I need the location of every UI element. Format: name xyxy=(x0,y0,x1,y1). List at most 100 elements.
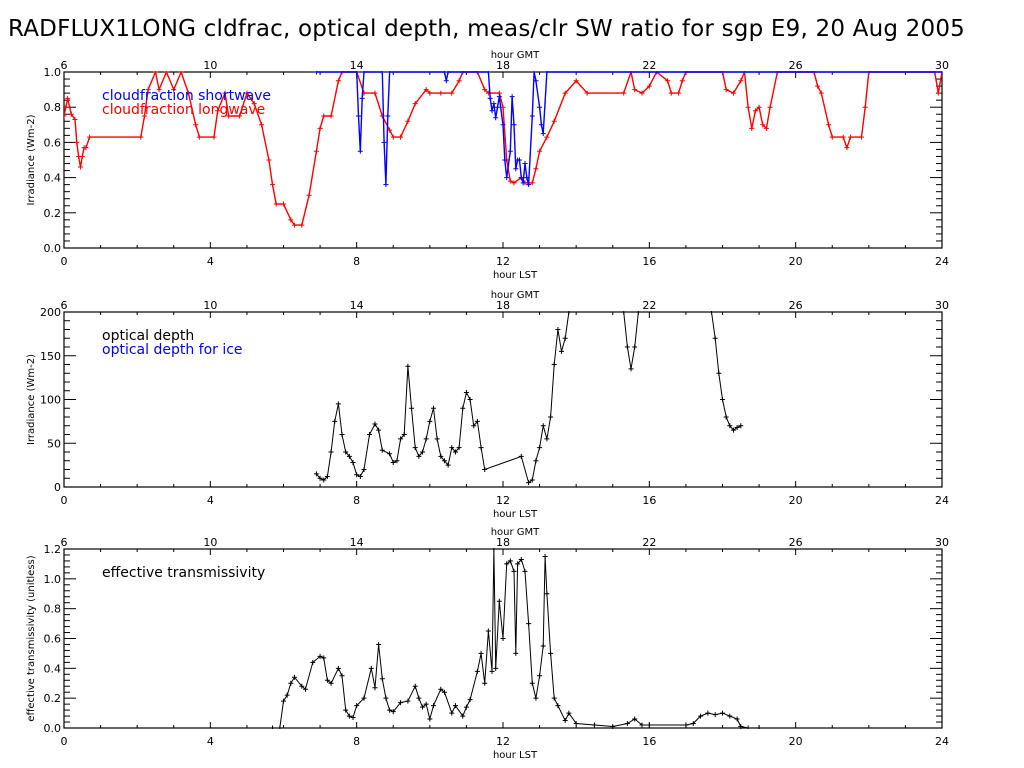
data-point xyxy=(185,90,191,96)
data-point xyxy=(720,397,725,402)
data-point xyxy=(632,344,638,350)
data-point xyxy=(734,716,740,722)
data-point xyxy=(555,327,561,332)
data-point xyxy=(516,157,522,163)
data-point xyxy=(383,695,389,701)
data-point xyxy=(507,148,513,154)
data-point xyxy=(361,695,367,701)
x-tick-label: 16 xyxy=(642,735,656,748)
data-point xyxy=(551,695,557,701)
data-point xyxy=(591,722,597,728)
x2-tick-label: 10 xyxy=(203,299,217,312)
data-point xyxy=(502,157,508,163)
data-point xyxy=(496,94,502,100)
data-point xyxy=(829,134,835,140)
data-point xyxy=(313,71,319,75)
x2-tick-label: 30 xyxy=(935,536,949,549)
data-point xyxy=(335,401,341,407)
y-tick-label: 0.4 xyxy=(44,662,62,675)
data-point xyxy=(321,113,327,119)
data-point xyxy=(196,134,202,140)
data-point xyxy=(723,87,729,93)
data-point xyxy=(156,87,162,93)
data-point xyxy=(141,113,147,119)
x-tick-label: 8 xyxy=(353,735,360,748)
data-point xyxy=(346,453,352,459)
data-point xyxy=(621,90,627,96)
data-point xyxy=(87,134,93,140)
x-tick-label: 16 xyxy=(642,494,656,507)
data-point xyxy=(346,713,352,719)
data-point xyxy=(79,153,85,159)
data-point xyxy=(452,703,458,709)
data-point xyxy=(515,561,521,567)
data-point xyxy=(482,680,488,686)
data-point xyxy=(709,311,715,315)
y-tick-label: 50 xyxy=(47,437,61,450)
data-point xyxy=(624,721,630,727)
data-point xyxy=(251,101,257,107)
data-point xyxy=(409,405,415,411)
data-point xyxy=(65,95,71,101)
data-point xyxy=(529,477,535,483)
data-point xyxy=(720,710,725,716)
data-point xyxy=(745,104,751,110)
data-point xyxy=(482,467,488,472)
data-point xyxy=(324,677,330,683)
data-point xyxy=(621,311,627,315)
data-point xyxy=(215,108,221,114)
data-point xyxy=(610,724,616,729)
data-point xyxy=(507,178,513,184)
data-point xyxy=(730,427,736,433)
data-point xyxy=(859,134,865,140)
data-point xyxy=(64,104,69,110)
data-point xyxy=(639,90,645,96)
data-point xyxy=(668,90,674,96)
data-point xyxy=(412,101,418,107)
data-point xyxy=(335,78,341,84)
data-point xyxy=(270,725,276,729)
data-point xyxy=(504,561,510,567)
data-point xyxy=(939,71,942,75)
data-point xyxy=(291,674,297,680)
x2-tick-label: 10 xyxy=(203,536,217,549)
data-point xyxy=(152,71,158,75)
y-axis-label: Irradiance (Wm-2) xyxy=(26,114,37,205)
data-point xyxy=(815,83,821,89)
y-tick-label: 150 xyxy=(40,350,61,363)
data-point xyxy=(529,680,535,686)
data-point xyxy=(537,445,543,451)
series-group xyxy=(270,548,762,729)
data-point xyxy=(405,363,411,369)
data-point xyxy=(423,436,429,442)
data-point xyxy=(193,122,199,128)
data-point xyxy=(555,703,561,709)
data-point xyxy=(705,710,711,716)
data-point xyxy=(288,217,294,223)
data-point xyxy=(416,695,422,701)
data-point xyxy=(270,182,276,188)
data-point xyxy=(504,175,510,181)
x-tick-label: 4 xyxy=(207,735,214,748)
data-point xyxy=(460,405,466,411)
data-point xyxy=(463,704,469,710)
data-point xyxy=(412,445,418,451)
data-point xyxy=(456,78,462,84)
data-point xyxy=(427,90,433,96)
data-point xyxy=(281,201,286,207)
data-point xyxy=(368,665,374,671)
data-point xyxy=(526,480,532,486)
data-point xyxy=(359,95,365,101)
data-point xyxy=(562,335,568,341)
data-point xyxy=(544,436,550,442)
data-point xyxy=(752,108,758,114)
series-line xyxy=(64,71,942,226)
data-point xyxy=(427,716,433,722)
data-point xyxy=(321,655,327,661)
data-point xyxy=(288,680,294,686)
data-point xyxy=(171,87,177,93)
data-point xyxy=(328,680,334,686)
x-tick-label: 8 xyxy=(353,494,360,507)
data-point xyxy=(420,704,426,710)
data-point xyxy=(416,453,422,459)
